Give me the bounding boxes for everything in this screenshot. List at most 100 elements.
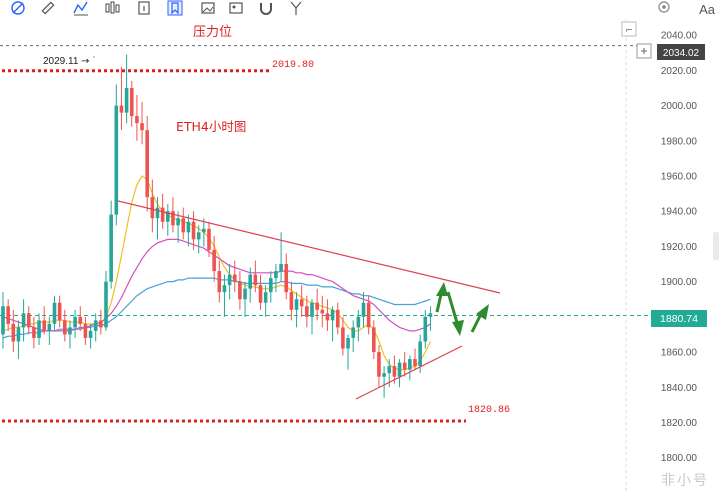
candle-body xyxy=(392,366,397,377)
candle-body xyxy=(320,309,325,314)
candle-body xyxy=(104,281,108,328)
candle xyxy=(21,299,26,342)
candle xyxy=(263,285,268,317)
candle xyxy=(428,306,433,331)
pattern-icon[interactable] xyxy=(73,0,89,16)
candle-body xyxy=(155,207,160,219)
candle-body xyxy=(402,362,407,370)
candle-body xyxy=(284,264,289,293)
arrow-up-1[interactable] xyxy=(435,282,448,313)
top-price-tag: 2034.02 xyxy=(636,43,705,60)
price-axis[interactable]: 1800.001820.001840.001860.001880.001900.… xyxy=(661,31,698,465)
candle-body xyxy=(124,87,129,113)
candle-body xyxy=(341,327,345,349)
arrow-down[interactable] xyxy=(446,291,464,336)
fork-icon[interactable] xyxy=(288,0,304,16)
candle xyxy=(42,306,46,335)
candle xyxy=(310,299,314,335)
candle-body xyxy=(88,330,93,338)
high-marker-arrow: → xyxy=(81,56,89,67)
candle-body xyxy=(52,302,57,324)
chart-label: ETH4小时图 xyxy=(176,119,246,134)
candle xyxy=(397,359,402,388)
candle xyxy=(150,179,155,233)
y-tick-label: 1940.00 xyxy=(661,207,698,218)
image-alt-icon[interactable] xyxy=(228,0,244,16)
candle xyxy=(232,260,237,293)
candle xyxy=(191,211,196,250)
candle-body xyxy=(176,218,180,226)
magnet-icon[interactable] xyxy=(258,0,274,16)
candle-body xyxy=(181,218,186,233)
candle-body xyxy=(382,373,386,377)
candle xyxy=(196,225,201,254)
fib-icon[interactable] xyxy=(10,0,26,16)
image-icon[interactable] xyxy=(200,0,216,16)
moving-average-line xyxy=(2,277,431,339)
candle xyxy=(227,264,232,300)
candle xyxy=(315,288,319,321)
ruler-icon[interactable] xyxy=(40,0,56,16)
lower-trendline[interactable] xyxy=(355,345,463,400)
candle xyxy=(325,299,330,331)
candle xyxy=(243,281,247,317)
current-price-tag: 1880.74 xyxy=(651,310,707,327)
y-tick-label: 1960.00 xyxy=(661,171,698,182)
scroll-handle[interactable] xyxy=(713,232,719,260)
candle-body xyxy=(73,316,77,328)
chart-annotations: 压力位 ETH4小时图 2029.11 → 2019.80 1820.86 xyxy=(43,25,510,416)
candle-body xyxy=(109,214,113,282)
candle-body xyxy=(57,302,62,321)
candle xyxy=(73,309,77,338)
bars-icon[interactable] xyxy=(104,0,120,16)
candle xyxy=(377,344,381,388)
upper-trendline[interactable] xyxy=(117,200,501,294)
candle-body xyxy=(32,327,36,338)
candle xyxy=(294,292,299,328)
settings-icon[interactable] xyxy=(657,0,671,14)
candle-body xyxy=(42,320,46,331)
candle xyxy=(356,309,361,342)
candle-body xyxy=(232,274,237,282)
candle xyxy=(129,80,134,127)
candle-body xyxy=(310,302,314,317)
candle-body xyxy=(315,302,319,310)
note-icon[interactable] xyxy=(136,0,152,16)
candle-body xyxy=(145,130,149,198)
candle xyxy=(52,295,57,331)
candle-body xyxy=(330,309,335,321)
y-tick-label: 1800.00 xyxy=(661,453,698,464)
candle-body xyxy=(99,320,103,328)
candle-body xyxy=(171,211,175,226)
y-tick-label: 1920.00 xyxy=(661,242,698,253)
arrow-up-2[interactable] xyxy=(470,304,489,333)
candle-body xyxy=(129,87,134,117)
trend-drawings xyxy=(117,20,627,494)
candle xyxy=(186,214,191,247)
candle-body xyxy=(238,281,242,300)
axis-settings-icon[interactable]: ⌐ xyxy=(621,21,637,37)
candle xyxy=(330,306,335,342)
candle-body xyxy=(114,105,119,215)
candle xyxy=(341,316,345,356)
candle-body xyxy=(6,306,10,324)
bookmark-icon[interactable] xyxy=(167,0,183,16)
y-tick-label: 2040.00 xyxy=(661,31,698,42)
candle xyxy=(32,316,36,349)
candle-body xyxy=(217,271,222,293)
candle-body xyxy=(196,232,201,240)
moving-average-line xyxy=(2,238,431,332)
watermark: 非小号 xyxy=(661,473,709,489)
candle xyxy=(212,235,216,282)
candle-body xyxy=(222,285,227,293)
candle xyxy=(104,271,108,331)
candle xyxy=(88,323,93,349)
font-size-button[interactable]: Aa xyxy=(699,2,715,17)
candle-body xyxy=(63,320,67,335)
candle xyxy=(119,66,124,131)
candle xyxy=(248,267,252,303)
drawing-toolbar xyxy=(0,0,330,16)
candle xyxy=(253,260,258,293)
horizontal-levels xyxy=(0,45,651,423)
